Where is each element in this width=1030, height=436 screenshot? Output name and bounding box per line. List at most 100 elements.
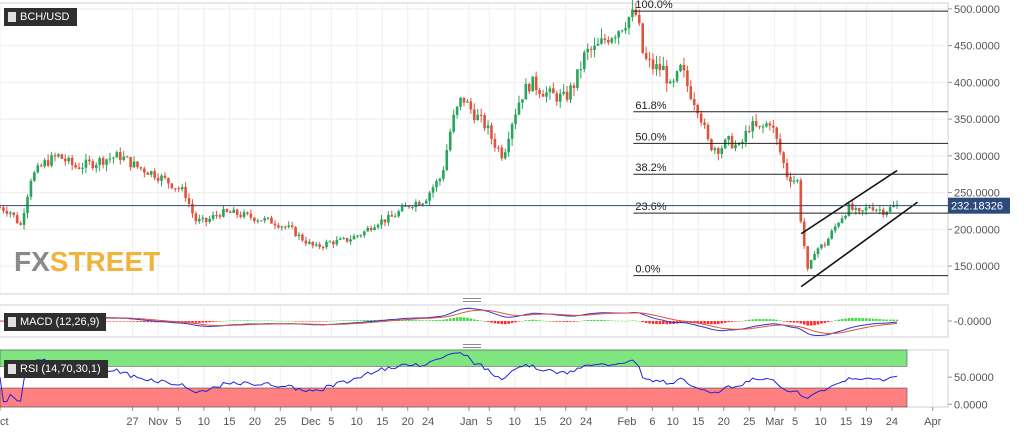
macd-histogram-bar [342,320,345,321]
macd-histogram-bar [613,320,617,322]
candle-body [91,161,95,169]
y-tick-label: 150.0000 [954,261,1000,273]
macd-histogram-bar [201,321,205,323]
candle-body [301,234,304,241]
macd-histogram-bar [871,318,875,321]
candle-body [816,248,820,255]
macd-histogram-bar [132,321,136,322]
candle-body [139,167,143,169]
macd-histogram-bar [424,320,428,321]
macd-histogram-bar [888,319,892,321]
candle-body [662,65,665,71]
candle-body [593,45,596,50]
candle-body [813,254,816,261]
macd-histogram-bar [655,321,658,325]
macd-histogram-bar [826,321,830,323]
candle-body [57,154,60,157]
candle-body [569,85,572,100]
candle-body [246,212,249,214]
candle-body [29,180,33,197]
candle-body [163,175,167,178]
macd-histogram-bar [534,319,538,321]
candle-body [112,157,115,159]
x-tick-label: Apr [924,416,941,428]
fib-label: 61.8% [635,100,666,112]
rsi-y-tick-label: 0.0000 [954,399,988,411]
current-price-tag [948,197,1010,214]
candle-body [826,238,830,246]
macd-histogram-bar [105,321,108,322]
candle-body [390,214,394,217]
candle-body [352,236,356,240]
candle-body [892,205,895,208]
macd-histogram-bar [204,321,208,323]
rsi-title: RSI (14,70,30,1) [4,360,108,378]
candle-body [187,197,191,204]
candle-body [854,208,858,210]
candle-body [194,213,198,222]
macd-histogram-bar [552,321,555,322]
candle-body [833,226,837,231]
candle-body [582,52,586,70]
candle-body [600,38,603,44]
candle-body [70,157,74,165]
candle-body [497,147,500,149]
candle-body [555,93,559,102]
candle-body [235,209,239,215]
candle-body [318,244,321,248]
candle-body [81,167,84,169]
macd-histogram-bar [548,321,552,322]
candle-body [211,215,215,219]
candle-body [118,152,122,160]
macd-histogram-bar [854,317,858,321]
macd-histogram-bar [861,318,864,321]
candle-body [332,241,335,245]
candle-body [448,131,452,151]
x-tick-label: 24 [580,416,592,428]
macd-histogram-bar [875,318,878,321]
macd-histogram-bar [273,320,277,322]
candle-body [627,17,631,29]
candle-body [418,201,421,205]
candle-body [802,221,806,247]
macd-histogram-bar [634,320,638,322]
macd-histogram-bar [761,319,765,321]
candle-body [204,217,208,222]
x-tick-label: 5 [486,416,492,428]
candle-body [692,99,696,106]
macd-histogram-bar [448,318,452,321]
macd-histogram-bar [411,320,414,321]
macd-histogram-bar [304,321,308,322]
candle-body [308,241,311,244]
candle-body [208,218,211,222]
macd-histogram-bar [514,321,517,323]
macd-histogram-bar [610,320,614,322]
logo-street: STREET [49,246,161,277]
candle-body [328,241,332,243]
macd-histogram-bar [789,321,792,323]
macd-pane-resize-handle[interactable] [463,298,481,302]
x-tick-label: 15 [534,416,546,428]
x-tick-label: 20 [249,416,261,428]
candle-body [744,130,748,142]
macd-histogram-bar [493,321,497,324]
candle-body [500,147,504,159]
rsi-pane-resize-handle[interactable] [463,344,481,348]
macd-histogram-bar [741,320,744,322]
candle-body [844,215,847,219]
candle-body [785,163,789,178]
fib-label: 100.0% [635,0,673,11]
macd-histogram-bar [476,320,480,321]
candle-body [167,177,170,184]
macd-histogram-bar [349,320,352,321]
macd-histogram-bar [225,320,229,322]
candle-body [46,160,50,166]
macd-histogram-bar [208,321,211,323]
macd-histogram-bar [314,321,318,322]
macd-histogram-bar [713,321,717,325]
macd-histogram-bar [321,321,325,322]
macd-histogram-bar [332,320,335,322]
candle-body [33,172,36,181]
